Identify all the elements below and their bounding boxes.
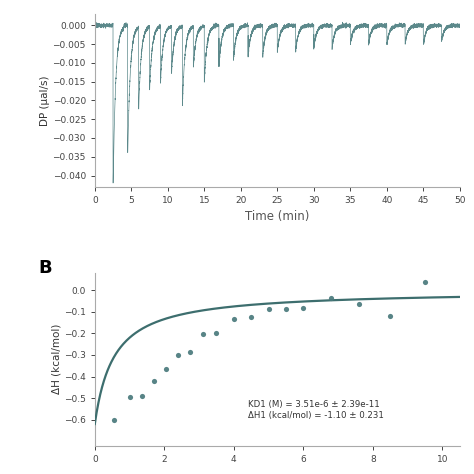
Point bbox=[386, 312, 394, 320]
Point bbox=[213, 329, 220, 337]
Point bbox=[328, 295, 335, 302]
Point bbox=[150, 377, 158, 385]
Point bbox=[174, 351, 182, 359]
X-axis label: Time (min): Time (min) bbox=[245, 210, 310, 223]
Point bbox=[355, 301, 363, 308]
Point bbox=[126, 393, 133, 401]
Text: KD1 (M) = 3.51e-6 ± 2.39e-11
ΔH1 (kcal/mol) = -1.10 ± 0.231: KD1 (M) = 3.51e-6 ± 2.39e-11 ΔH1 (kcal/m… bbox=[248, 400, 384, 419]
Point bbox=[230, 316, 237, 323]
Point bbox=[282, 305, 290, 312]
Y-axis label: DP (μal/s): DP (μal/s) bbox=[40, 75, 50, 126]
Point bbox=[265, 305, 273, 312]
Point bbox=[162, 365, 170, 373]
Text: B: B bbox=[38, 259, 52, 277]
Y-axis label: ΔH (kcal/mol): ΔH (kcal/mol) bbox=[51, 324, 61, 394]
Point bbox=[199, 331, 206, 338]
Point bbox=[110, 416, 118, 423]
Point bbox=[138, 392, 146, 400]
Point bbox=[187, 348, 194, 356]
Point bbox=[421, 278, 429, 286]
Point bbox=[300, 304, 307, 312]
Point bbox=[247, 313, 255, 321]
